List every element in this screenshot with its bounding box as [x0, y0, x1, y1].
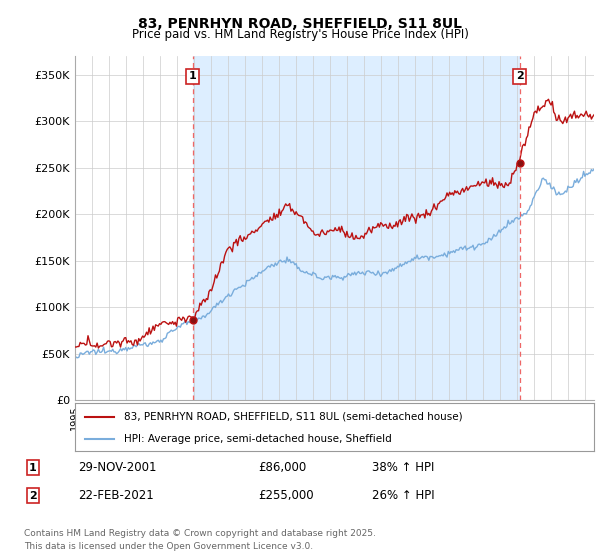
- Text: 83, PENRHYN ROAD, SHEFFIELD, S11 8UL (semi-detached house): 83, PENRHYN ROAD, SHEFFIELD, S11 8UL (se…: [124, 412, 463, 422]
- Text: Price paid vs. HM Land Registry's House Price Index (HPI): Price paid vs. HM Land Registry's House …: [131, 28, 469, 41]
- Bar: [193, 56, 520, 400]
- Text: HPI: Average price, semi-detached house, Sheffield: HPI: Average price, semi-detached house,…: [124, 434, 392, 444]
- Text: 38% ↑ HPI: 38% ↑ HPI: [372, 461, 434, 474]
- Text: 22-FEB-2021: 22-FEB-2021: [78, 489, 154, 502]
- Text: Contains HM Land Registry data © Crown copyright and database right 2025.: Contains HM Land Registry data © Crown c…: [24, 529, 376, 538]
- Text: 1: 1: [189, 72, 196, 81]
- Text: This data is licensed under the Open Government Licence v3.0.: This data is licensed under the Open Gov…: [24, 542, 313, 550]
- Text: 2: 2: [516, 72, 524, 81]
- Text: £255,000: £255,000: [258, 489, 314, 502]
- Text: 2: 2: [29, 491, 37, 501]
- Text: 83, PENRHYN ROAD, SHEFFIELD, S11 8UL: 83, PENRHYN ROAD, SHEFFIELD, S11 8UL: [138, 17, 462, 31]
- Text: 1: 1: [29, 463, 37, 473]
- Text: 29-NOV-2001: 29-NOV-2001: [78, 461, 157, 474]
- Text: 26% ↑ HPI: 26% ↑ HPI: [372, 489, 434, 502]
- Text: £86,000: £86,000: [258, 461, 306, 474]
